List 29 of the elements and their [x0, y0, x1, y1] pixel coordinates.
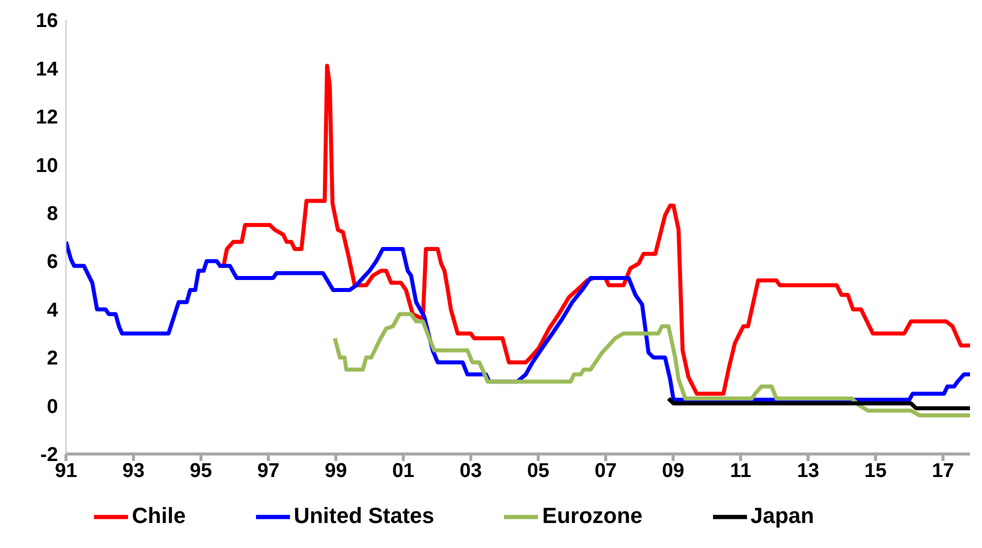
y-tick-label: 4 — [46, 299, 59, 322]
y-tick-label: 6 — [46, 251, 58, 274]
legend-label: Eurozone — [542, 502, 643, 528]
x-tick-label: 05 — [527, 460, 550, 482]
x-tick-label: 17 — [932, 460, 954, 482]
legend-label: United States — [294, 502, 434, 528]
y-tick-label: 14 — [36, 58, 59, 80]
y-tick-label: 0 — [46, 396, 58, 418]
y-tick-label: 10 — [36, 154, 58, 177]
x-tick-label: 13 — [796, 460, 820, 482]
y-tick-label: 8 — [46, 202, 58, 225]
y-tick-label: 16 — [36, 10, 58, 32]
x-tick-label: 01 — [392, 460, 414, 482]
x-tick-label: 09 — [662, 460, 684, 482]
legend-label: Japan — [750, 502, 814, 528]
x-tick-label: 99 — [324, 460, 347, 482]
x-tick-label: 11 — [730, 460, 752, 482]
x-tick-label: 95 — [190, 460, 212, 482]
y-tick-label: 12 — [36, 106, 58, 129]
line-series — [216, 64, 970, 396]
x-tick-label: 07 — [594, 460, 617, 482]
x-tick-label: 91 — [54, 460, 78, 482]
line-series — [332, 312, 970, 418]
x-tick-label: 15 — [864, 460, 887, 482]
x-tick-label: 93 — [122, 460, 145, 482]
y-tick-label: 2 — [46, 348, 58, 370]
x-tick-label: 03 — [460, 460, 482, 482]
x-tick-label: 97 — [257, 460, 280, 482]
legend-label: Chile — [132, 502, 186, 528]
